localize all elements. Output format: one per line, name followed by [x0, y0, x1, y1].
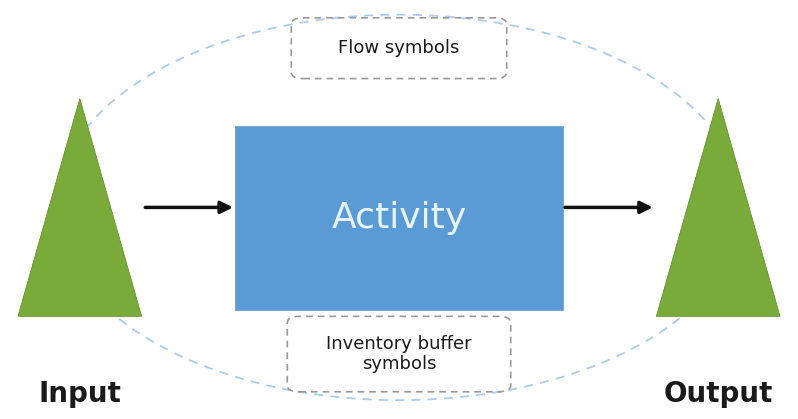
Text: Activity: Activity — [331, 201, 467, 235]
Polygon shape — [18, 98, 141, 316]
Text: Output: Output — [663, 380, 773, 408]
Polygon shape — [656, 98, 780, 316]
Text: Inventory buffer
symbols: Inventory buffer symbols — [326, 335, 472, 373]
Text: Flow symbols: Flow symbols — [338, 39, 460, 57]
FancyBboxPatch shape — [235, 126, 563, 310]
Text: Input: Input — [38, 380, 121, 408]
